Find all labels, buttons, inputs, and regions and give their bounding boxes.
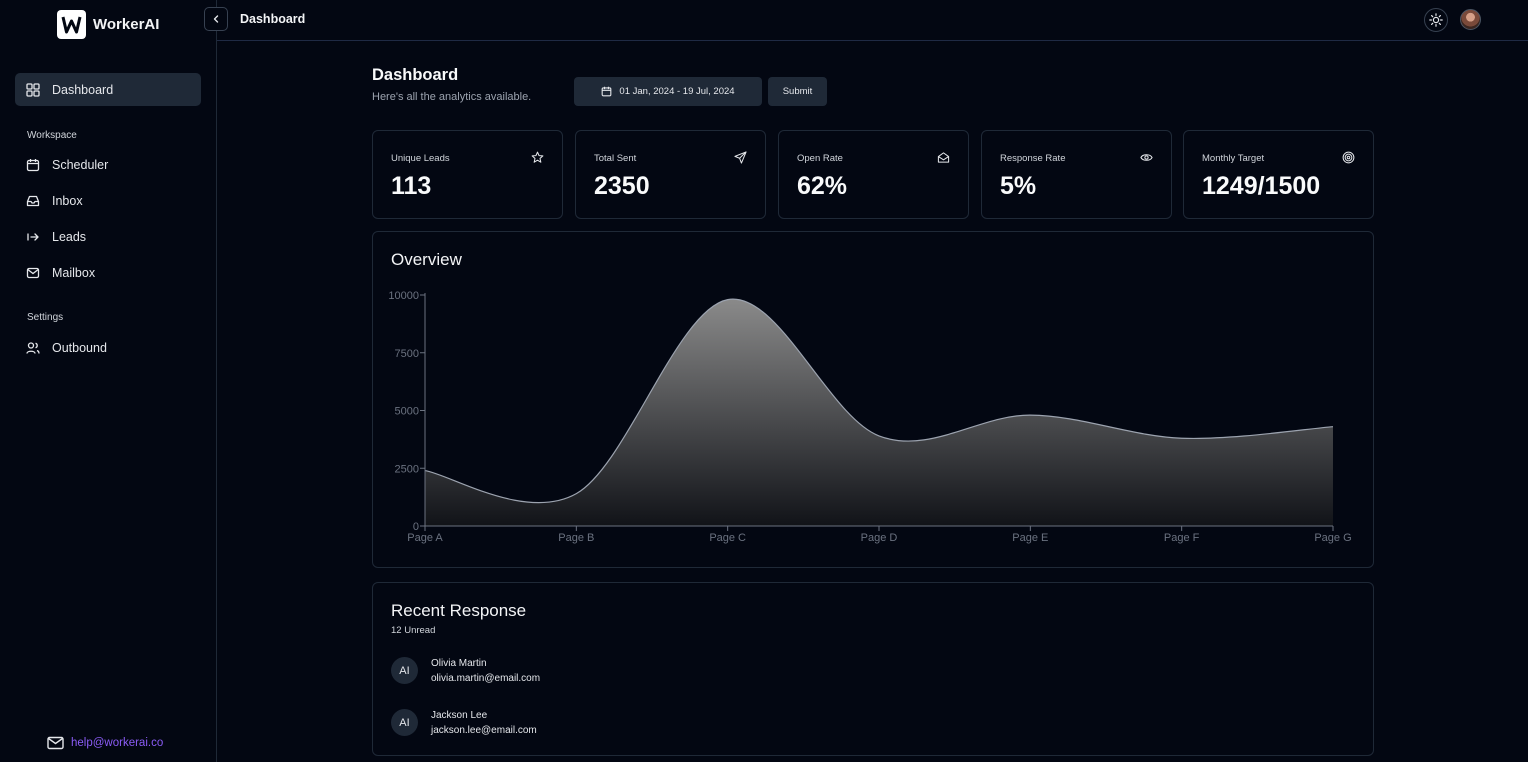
sidebar-item-label: Mailbox — [52, 265, 96, 280]
stat-value: 62% — [797, 172, 848, 200]
topbar: Dashboard — [204, 0, 1528, 41]
stat-card-total-sent: Total Sent 2350 — [575, 130, 766, 219]
response-email: jackson.lee@email.com — [431, 725, 537, 736]
sidebar-item-inbox[interactable]: Inbox — [15, 184, 201, 217]
stat-value: 1249/1500 — [1202, 172, 1321, 200]
stat-label: Response Rate — [1000, 153, 1066, 164]
page-subtitle: Here's all the analytics available. — [372, 91, 532, 103]
page-title: Dashboard — [372, 66, 459, 84]
sidebar-item-label: Outbound — [52, 340, 107, 355]
overview-area-chart: 0 2500 5000 7500 10000 Page A Page B Page C Page… — [388, 290, 1351, 544]
sidebar-item-label: Leads — [52, 229, 87, 244]
x-tick-label: Page G — [1314, 532, 1351, 544]
date-range-picker[interactable]: 01 Jan, 2024 - 19 Jul, 2024 — [574, 77, 762, 106]
overview-title: Overview — [391, 250, 462, 269]
stat-card-open-rate: Open Rate 62% — [778, 130, 969, 219]
sidebar-item-leads[interactable]: Leads — [15, 220, 201, 253]
y-tick-label: 10000 — [388, 290, 419, 302]
stat-value: 2350 — [594, 172, 650, 200]
avatar: AI — [391, 657, 418, 684]
sidebar-item-mailbox[interactable]: Mailbox — [15, 256, 201, 289]
overview-panel: Overview 0 2500 5000 7500 10000 Page A Page B P… — [372, 231, 1374, 568]
y-tick-label: 7500 — [395, 348, 419, 360]
leads-icon — [27, 232, 39, 241]
response-name: Jackson Lee — [431, 710, 488, 721]
x-tick-label: Page F — [1164, 532, 1200, 544]
sidebar: WorkerAI Dashboard Workspace Scheduler I… — [0, 0, 217, 762]
response-item[interactable]: AI Jackson Lee jackson.lee@email.com — [391, 709, 537, 736]
eye-icon — [1140, 154, 1153, 161]
x-tick-label: Page C — [709, 532, 746, 544]
response-name: Olivia Martin — [431, 658, 487, 669]
x-tick-label: Page A — [407, 532, 443, 544]
series-line — [424, 298, 1334, 504]
stat-label: Total Sent — [594, 153, 637, 164]
collapse-sidebar-button[interactable] — [204, 7, 228, 31]
stat-label: Open Rate — [797, 153, 843, 164]
dashboard-grid-icon — [26, 82, 40, 97]
sidebar-section-workspace: Workspace — [27, 130, 77, 141]
stat-card-monthly-target: Monthly Target 1249/1500 — [1183, 130, 1374, 219]
x-tick-label: Page B — [558, 532, 594, 544]
inbox-icon — [26, 195, 40, 206]
user-avatar[interactable] — [1460, 9, 1481, 30]
star-icon — [531, 151, 544, 163]
mail-open-icon — [937, 152, 950, 163]
stat-label: Monthly Target — [1202, 153, 1265, 164]
date-range-text: 01 Jan, 2024 - 19 Jul, 2024 — [619, 86, 735, 97]
x-tick-label: Page D — [861, 532, 898, 544]
users-icon — [26, 341, 40, 354]
y-tick-label: 2500 — [395, 463, 419, 475]
y-tick-label: 5000 — [395, 406, 419, 418]
mail-icon — [47, 736, 64, 750]
sidebar-item-outbound[interactable]: Outbound — [15, 331, 201, 364]
help-email-link[interactable]: help@workerai.co — [47, 736, 163, 750]
recent-response-title: Recent Response — [391, 601, 527, 620]
unread-count: 12 Unread — [391, 625, 436, 636]
submit-button[interactable]: Submit — [768, 77, 827, 106]
workerai-logo-icon — [57, 10, 86, 39]
stat-card-unique-leads: Unique Leads 113 — [372, 130, 563, 219]
response-item[interactable]: AI Olivia Martin olivia.martin@email.com — [391, 657, 540, 684]
stat-label: Unique Leads — [391, 153, 450, 164]
mail-icon — [26, 267, 40, 278]
sidebar-section-settings: Settings — [27, 312, 64, 323]
area-fill — [425, 299, 1333, 526]
theme-toggle-button[interactable] — [1424, 8, 1448, 32]
chevron-left-icon — [213, 15, 219, 23]
calendar-icon — [602, 86, 612, 97]
brand[interactable]: WorkerAI — [57, 10, 159, 39]
sun-icon — [1429, 13, 1443, 27]
sidebar-item-label: Inbox — [52, 193, 83, 208]
avatar: AI — [391, 709, 418, 736]
stat-value: 5% — [1000, 172, 1037, 200]
sidebar-item-dashboard[interactable]: Dashboard — [15, 73, 201, 106]
help-email: help@workerai.co — [71, 737, 164, 749]
sidebar-item-label: Dashboard — [52, 82, 114, 97]
stat-card-response-rate: Response Rate 5% — [981, 130, 1172, 219]
y-tick-label: 0 — [413, 521, 419, 533]
sidebar-item-label: Scheduler — [52, 157, 109, 172]
x-tick-label: Page E — [1012, 532, 1048, 544]
app-name: WorkerAI — [93, 16, 160, 33]
stat-value: 113 — [391, 172, 432, 200]
calendar-icon — [26, 158, 40, 171]
target-icon — [1342, 151, 1355, 164]
recent-response-panel: Recent Response 12 Unread AI Olivia Mart… — [372, 582, 1374, 756]
response-email: olivia.martin@email.com — [431, 673, 541, 684]
sidebar-item-scheduler[interactable]: Scheduler — [15, 148, 201, 181]
send-icon — [734, 151, 747, 164]
topbar-title: Dashboard — [240, 12, 306, 26]
